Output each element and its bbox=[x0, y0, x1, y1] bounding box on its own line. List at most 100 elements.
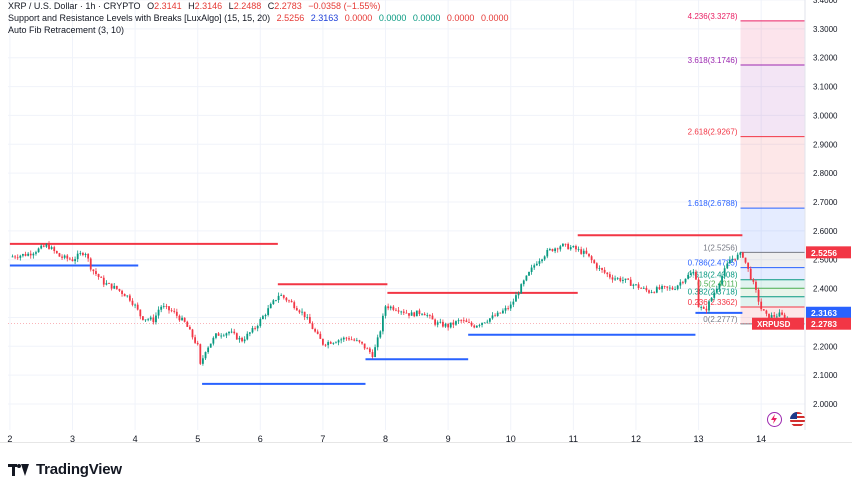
lightning-icon[interactable] bbox=[767, 412, 782, 427]
resistance-badge bbox=[806, 246, 851, 259]
price-axis[interactable]: 3.4000 3.3000 3.2000 3.1000 3.0000 2.9000 2.80… bbox=[804, 0, 838, 430]
candle-body bbox=[332, 342, 335, 344]
candle-body bbox=[405, 312, 408, 314]
candle-body bbox=[593, 260, 596, 264]
candle-body bbox=[551, 248, 554, 252]
candle-body bbox=[16, 257, 19, 259]
candle-body bbox=[525, 275, 528, 281]
candle-body bbox=[183, 317, 186, 322]
candle-body bbox=[282, 295, 285, 298]
candle-body bbox=[648, 290, 650, 293]
candles bbox=[11, 241, 794, 366]
candle-body bbox=[608, 274, 611, 278]
candle-body bbox=[642, 287, 645, 289]
candle-body bbox=[554, 248, 556, 252]
candle-body bbox=[95, 271, 97, 275]
current-price-badge-symbol-text: XRPUSD bbox=[757, 320, 791, 329]
legend-fib-indicator-row[interactable]: Auto Fib Retracement (3, 10) bbox=[8, 24, 508, 36]
candle-body bbox=[663, 286, 666, 287]
candle-body bbox=[671, 287, 674, 290]
candle-body bbox=[556, 248, 559, 250]
candle-body bbox=[204, 352, 207, 359]
candle-body bbox=[687, 274, 690, 279]
candle-body bbox=[460, 320, 463, 322]
price-tick-label: 3.2000 bbox=[813, 54, 838, 63]
candle-body bbox=[322, 338, 324, 345]
legend-low-label: L bbox=[228, 1, 234, 11]
candle-body bbox=[288, 300, 290, 302]
fib-zone-band bbox=[740, 208, 805, 253]
candle-body bbox=[308, 317, 311, 324]
candle-body bbox=[389, 306, 392, 309]
legend-high-value: 2.3146 bbox=[194, 1, 223, 11]
candle-body bbox=[155, 315, 157, 323]
candle-body bbox=[142, 316, 144, 320]
candle-body bbox=[734, 258, 736, 260]
candle-body bbox=[329, 342, 332, 344]
candle-body bbox=[277, 295, 280, 301]
candle-body bbox=[58, 253, 61, 257]
time-tick-label: 10 bbox=[506, 434, 516, 442]
tradingview-logo-icon bbox=[8, 463, 30, 476]
candle-body bbox=[358, 340, 361, 342]
candle-body bbox=[97, 274, 100, 277]
candle-body bbox=[606, 272, 609, 275]
candle-body bbox=[298, 310, 301, 313]
fib-level-label: 3.618(3.1746) bbox=[688, 56, 738, 65]
candle-body bbox=[337, 340, 340, 343]
candle-body bbox=[290, 300, 293, 303]
candle-body bbox=[515, 295, 517, 302]
candle-body bbox=[760, 301, 763, 310]
candle-body bbox=[496, 312, 499, 317]
candle-body bbox=[374, 347, 376, 357]
candle-body bbox=[637, 284, 640, 288]
candle-body bbox=[366, 348, 369, 350]
candle-body bbox=[340, 339, 343, 341]
time-tick-label: 6 bbox=[258, 434, 263, 442]
fib-zone-band bbox=[740, 296, 805, 308]
candle-body bbox=[569, 247, 572, 250]
candle-body bbox=[684, 278, 687, 283]
candle-body bbox=[723, 268, 726, 277]
candle-body bbox=[452, 322, 455, 325]
fib-retracement: 4.236(3.3278) 3.618(3.1746) 2.618(2.9267) 1… bbox=[688, 12, 805, 325]
candle-body bbox=[616, 277, 619, 279]
candle-body bbox=[319, 333, 322, 339]
chart-legend: XRP / U.S. Dollar · 1h · CRYPTO O2.3141 … bbox=[8, 0, 508, 36]
candle-body bbox=[426, 315, 429, 316]
candle-body bbox=[27, 253, 30, 256]
candle-body bbox=[679, 282, 682, 286]
candle-body bbox=[243, 339, 246, 342]
candle-body bbox=[306, 317, 309, 318]
tradingview-logo[interactable]: TradingView bbox=[8, 461, 122, 478]
legend-sr-indicator-row[interactable]: Support and Resistance Levels with Break… bbox=[8, 12, 508, 24]
candle-body bbox=[121, 290, 123, 294]
candle-body bbox=[35, 252, 37, 254]
price-tick-label: 2.1000 bbox=[813, 371, 838, 380]
candle-body bbox=[295, 308, 298, 311]
price-chart[interactable]: 4.236(3.3278) 3.618(3.1746) 2.618(2.9267) 1… bbox=[0, 0, 852, 442]
fib-zone-band bbox=[740, 267, 805, 280]
time-tick-label: 13 bbox=[694, 434, 704, 442]
time-tick-label: 11 bbox=[569, 434, 578, 442]
candle-body bbox=[371, 352, 374, 357]
candle-body bbox=[700, 307, 703, 308]
candle-body bbox=[622, 279, 624, 281]
candle-body bbox=[350, 339, 353, 341]
candle-body bbox=[215, 333, 217, 338]
candle-body bbox=[517, 293, 520, 296]
fib-level-label: 0.786(2.4725) bbox=[688, 259, 738, 268]
candle-body bbox=[152, 317, 155, 323]
candle-body bbox=[689, 273, 692, 275]
candle-body bbox=[483, 322, 486, 324]
candle-body bbox=[478, 324, 481, 326]
us-flag-icon[interactable] bbox=[790, 412, 805, 427]
candle-body bbox=[61, 256, 63, 258]
candle-body bbox=[202, 358, 204, 364]
candle-body bbox=[708, 301, 710, 311]
time-axis[interactable]: 2 3 4 5 6 7 8 9 10 11 12 13 14 bbox=[7, 434, 766, 442]
candle-body bbox=[773, 315, 776, 317]
candle-body bbox=[632, 284, 635, 286]
candle-body bbox=[444, 323, 447, 327]
candle-body bbox=[713, 292, 716, 298]
